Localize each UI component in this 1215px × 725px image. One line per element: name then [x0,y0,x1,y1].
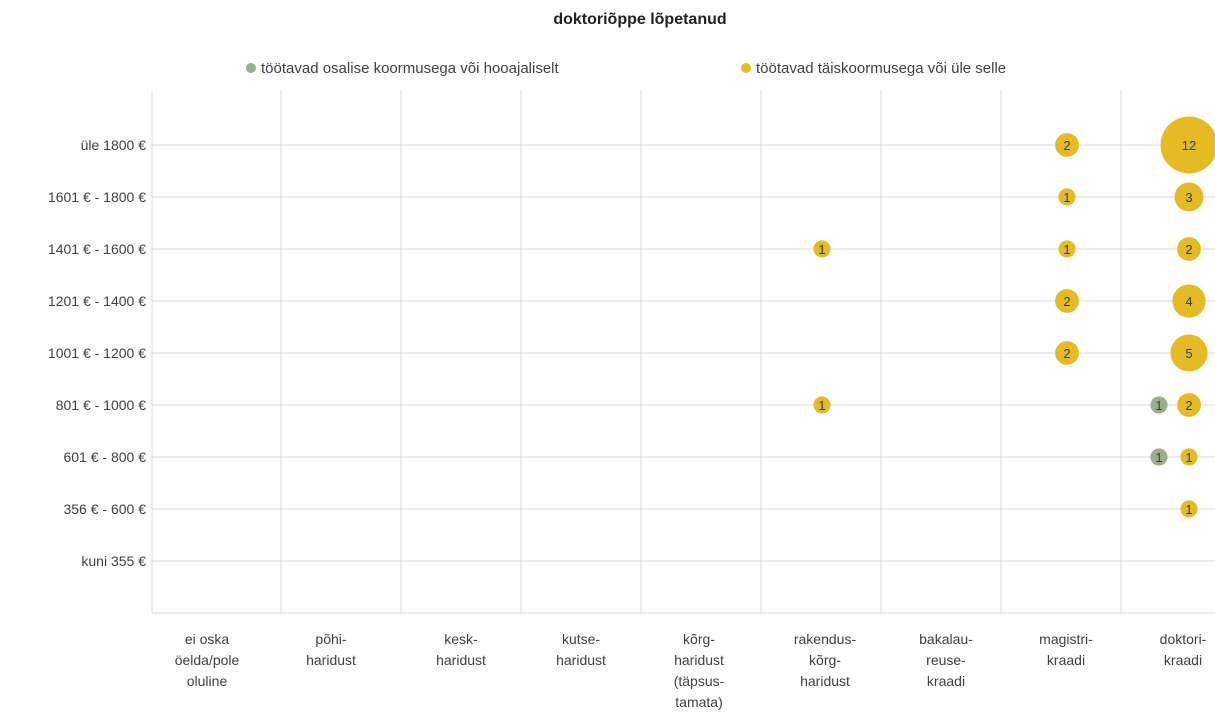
legend-label-osalise: töötavad osalise koormusega või hooajali… [261,60,560,77]
legend-marker-taiskoormus [741,63,751,73]
y-tick-label: 1401 € - 1600 € [48,241,146,257]
y-tick-label: 601 € - 800 € [63,449,146,465]
y-tick-label: üle 1800 € [81,137,147,153]
x-tick-label: kutse-haridust [556,631,606,668]
plot-area: kuni 355 € 356 € - 600 € 601 € - 800 € 801 … [48,90,1215,710]
y-tick-label: 356 € - 600 € [63,501,146,517]
bubble-value-label: 1 [1185,450,1192,465]
bubble-value-label: 2 [1185,242,1192,257]
bubble [1055,341,1079,365]
bubble [1172,284,1206,318]
bubble [1160,116,1215,174]
bubble [1177,393,1201,417]
bubble-value-label: 1 [1155,398,1162,413]
bubble-value-label: 2 [1063,346,1070,361]
bubble-value-label: 1 [1185,502,1192,517]
bubble [1180,448,1198,466]
x-tick-label: kõrg-haridust (täpsus-tamata) [674,631,725,710]
x-tick-label: bakalau-reuse-kraadi [919,631,973,689]
bubble-value-label: 12 [1182,138,1196,153]
bubble [1170,334,1208,372]
legend-label-taiskoormus: töötavad täiskoormusega või üle selle [756,60,1006,77]
x-tick-label: magistri-kraadi [1039,631,1093,668]
bubble [1150,448,1168,466]
x-tick-label: doktori-kraadi [1160,631,1207,668]
bubble [1177,237,1201,261]
legend-marker-osalise [246,63,256,73]
bubble-value-label: 2 [1063,138,1070,153]
bubble-value-label: 1 [818,398,825,413]
y-tick-label: 1201 € - 1400 € [48,293,146,309]
x-tick-label: põhi-haridust [306,631,356,668]
x-tick-label: ei oska öelda/pole oluline [175,631,240,689]
x-tick-label: rakendus-kõrg-haridust [794,631,857,689]
chart-legend: töötavad osalise koormusega või hooajali… [246,60,1006,77]
bubble-value-label: 1 [1063,242,1070,257]
bubble-value-label: 1 [818,242,825,257]
y-tick-label: 1601 € - 1800 € [48,189,146,205]
bubble [1058,240,1076,258]
bubble [1058,188,1076,206]
bubble [1055,133,1079,157]
chart-title: doktoriõppe lõpetanud [553,11,726,28]
bubble [1180,500,1198,518]
bubble [813,396,831,414]
bubble-value-label: 5 [1185,346,1192,361]
y-tick-label: 1001 € - 1200 € [48,345,146,361]
bubble-value-label: 1 [1155,450,1162,465]
bubble-value-label: 3 [1185,190,1192,205]
y-tick-label: 801 € - 1000 € [56,397,147,413]
bubble [1150,396,1168,414]
bubble-value-label: 2 [1185,398,1192,413]
bubble [1174,182,1204,212]
bubble-value-label: 1 [1063,190,1070,205]
y-tick-label: kuni 355 € [81,553,146,569]
bubble-value-label: 2 [1063,294,1070,309]
bubble [813,240,831,258]
x-tick-label: kesk-haridust [436,631,486,668]
bubble [1055,289,1079,313]
bubble-value-label: 4 [1185,294,1192,309]
